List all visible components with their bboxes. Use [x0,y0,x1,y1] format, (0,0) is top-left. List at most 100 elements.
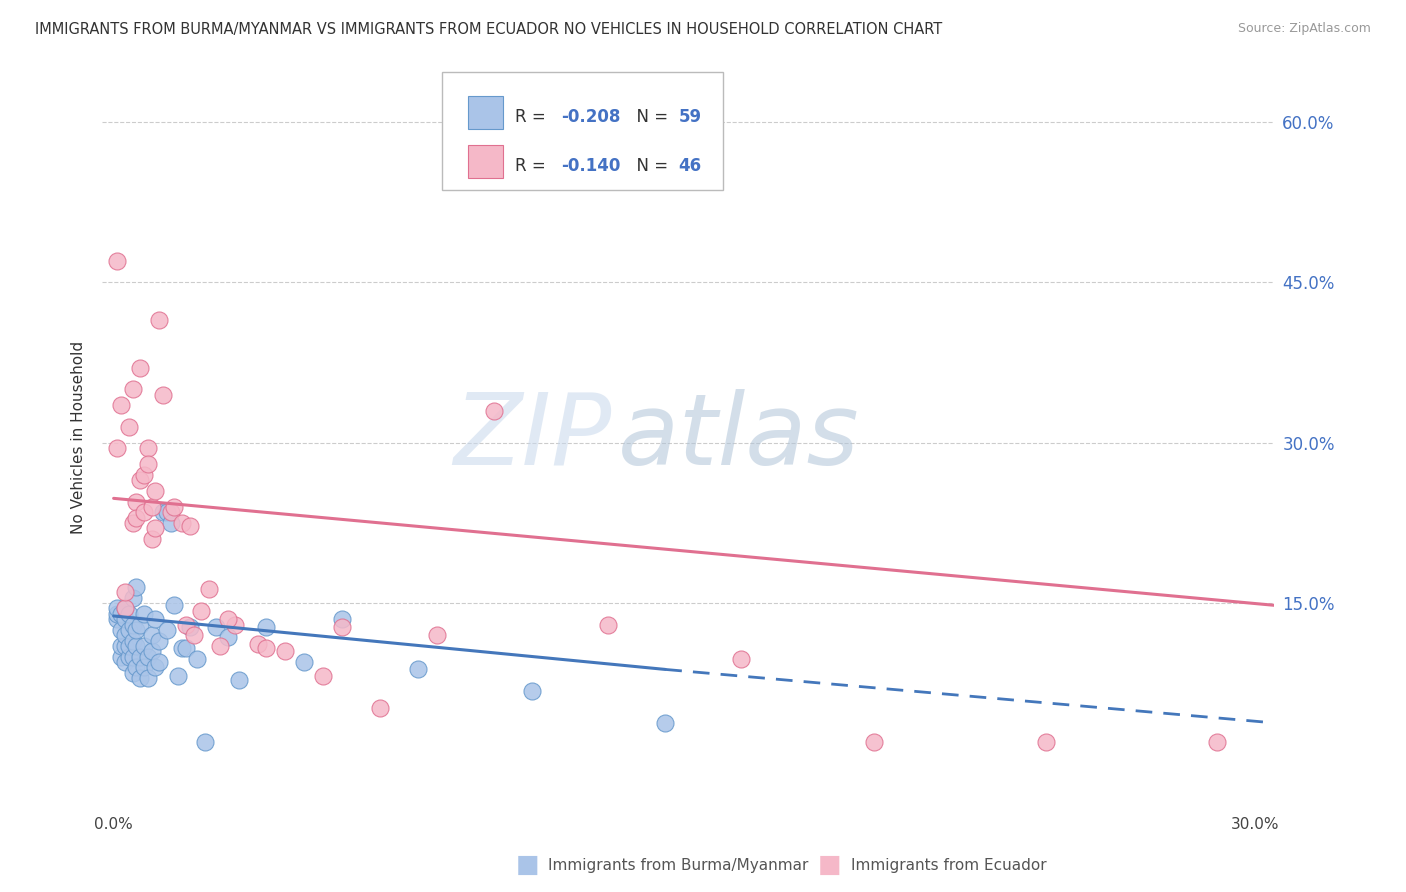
Point [654,715,676,730]
Point [163,599,186,613]
Point [152,387,174,401]
Point [121,649,143,664]
Point [183,628,205,642]
Point [107,612,129,626]
Point [186,651,208,665]
Point [159,516,181,530]
Text: Immigrants from Burma/Myanmar: Immigrants from Burma/Myanmar [548,858,808,872]
Text: Immigrants from Ecuador: Immigrants from Ecuador [851,858,1046,872]
Point [247,637,270,651]
Point [110,623,132,637]
Point [159,505,181,519]
Point [228,673,250,687]
Point [520,683,543,698]
Point [129,649,152,664]
Point [125,494,148,508]
Point [224,617,246,632]
Point [118,607,141,621]
Point [107,441,129,455]
Point [114,585,136,599]
Point [118,419,141,434]
Point [426,628,449,642]
Point [190,604,212,618]
Point [114,628,136,642]
Point [114,639,136,653]
Point [110,639,132,653]
Point [172,516,194,530]
Point [125,510,148,524]
Point [217,631,239,645]
Point [156,505,179,519]
Text: R =: R = [515,157,551,176]
Point [114,601,136,615]
Point [145,660,167,674]
Point [141,628,163,642]
Point [107,254,129,268]
Point [254,641,277,656]
Text: R =: R = [515,108,551,127]
Point [148,313,170,327]
Text: 46: 46 [679,157,702,176]
Point [114,612,136,626]
Point [141,644,163,658]
Point [174,641,197,656]
Point [145,483,167,498]
Point [121,633,143,648]
FancyBboxPatch shape [468,145,503,178]
Point [121,382,143,396]
Point [118,623,141,637]
Point [125,639,148,653]
Point [330,620,353,634]
Point [110,607,132,621]
Text: -0.208: -0.208 [561,108,621,127]
Point [205,620,228,634]
Point [145,612,167,626]
Point [114,655,136,669]
Text: IMMIGRANTS FROM BURMA/MYANMAR VS IMMIGRANTS FROM ECUADOR NO VEHICLES IN HOUSEHOL: IMMIGRANTS FROM BURMA/MYANMAR VS IMMIGRA… [35,22,942,37]
Point [179,620,201,634]
Point [136,649,159,664]
Point [141,500,163,514]
Text: N =: N = [626,157,673,176]
Point [598,617,620,632]
Text: atlas: atlas [617,389,859,486]
Point [132,505,155,519]
Point [174,617,197,632]
Point [148,655,170,669]
Point [129,473,152,487]
Point [110,398,132,412]
Point [209,639,232,653]
Text: ZIP: ZIP [454,389,612,486]
Text: Source: ZipAtlas.com: Source: ZipAtlas.com [1237,22,1371,36]
Point [121,516,143,530]
Point [136,671,159,685]
Point [132,607,155,621]
Point [132,467,155,482]
Point [167,669,190,683]
Point [129,360,152,375]
Point [118,639,141,653]
Point [121,617,143,632]
Point [114,601,136,615]
Point [1035,735,1057,749]
Point [312,669,335,683]
Point [118,649,141,664]
Point [163,500,186,514]
Point [107,601,129,615]
Point [482,403,505,417]
Text: 59: 59 [679,108,702,127]
Point [132,639,155,653]
Text: -0.140: -0.140 [561,157,621,176]
Point [730,651,752,665]
Point [406,662,429,676]
Point [125,580,148,594]
Point [121,591,143,605]
Text: ■: ■ [818,854,841,877]
Point [145,521,167,535]
Point [136,441,159,455]
Point [274,644,297,658]
Text: ■: ■ [516,854,538,877]
Point [110,649,132,664]
FancyBboxPatch shape [468,96,503,128]
FancyBboxPatch shape [441,72,723,190]
